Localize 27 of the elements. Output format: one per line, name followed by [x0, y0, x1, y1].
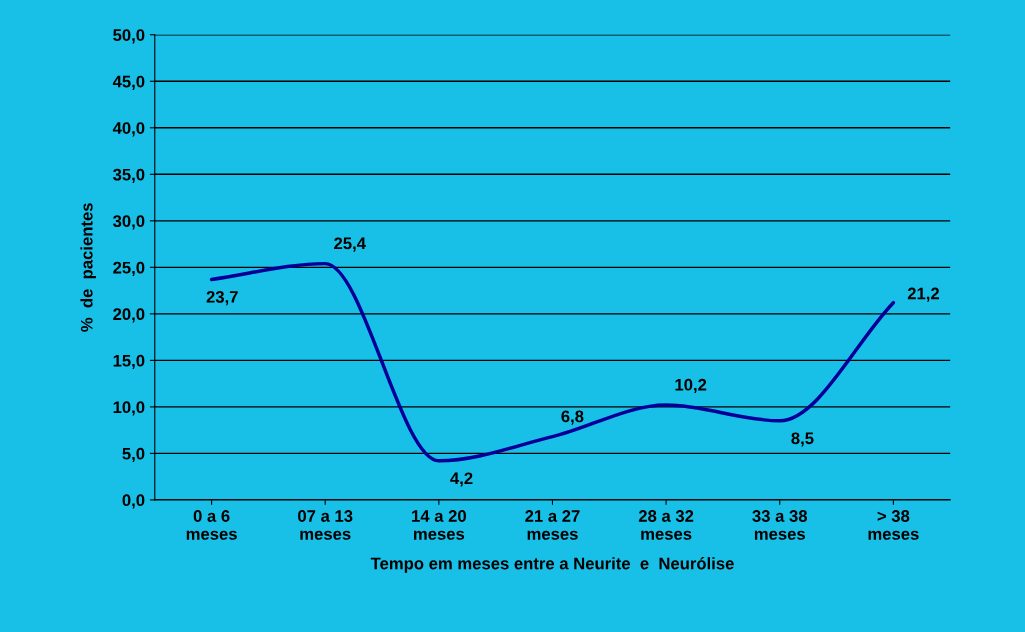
x-tick-label: 28 a 32 meses [638, 510, 694, 540]
x-tick-label: 0 a 6 meses [186, 510, 237, 540]
x-tick-label: 07 a 13 meses [298, 510, 353, 540]
y-tick-label: 50,0 [113, 29, 145, 44]
x-tick-label: 14 a 20 meses [412, 510, 466, 540]
data-label: 25,4 [334, 237, 366, 252]
x-axis-title: Tempo em meses entre a Neurite e Neurólise [370, 557, 734, 573]
x-tick-label: 21 a 27 meses [525, 510, 580, 540]
y-tick-label: 0,0 [122, 494, 145, 509]
data-label: 23,7 [206, 290, 238, 306]
y-tick-label: 30,0 [113, 215, 145, 230]
y-tick-label: 5,0 [122, 447, 145, 463]
x-tick-label: 33 a 38 meses [752, 510, 808, 540]
y-tick-label: 40,0 [112, 122, 145, 137]
y-tick-label: 15,0 [113, 354, 145, 369]
y-tick-label: 35,0 [113, 168, 145, 183]
y-axis-title: % de pacientes [80, 203, 96, 332]
data-label: 6,8 [561, 410, 584, 425]
data-label: 10,2 [675, 378, 707, 394]
y-tick-label: 45,0 [112, 75, 145, 90]
data-label: 8,5 [791, 432, 814, 447]
y-tick-label: 10,0 [113, 401, 145, 416]
y-tick-label: 25,0 [113, 261, 145, 276]
y-tick-label: 20,0 [113, 308, 145, 323]
data-label: 21,2 [907, 287, 940, 302]
data-label: 4,2 [450, 472, 473, 487]
x-tick-label: > 38 meses [868, 510, 919, 540]
